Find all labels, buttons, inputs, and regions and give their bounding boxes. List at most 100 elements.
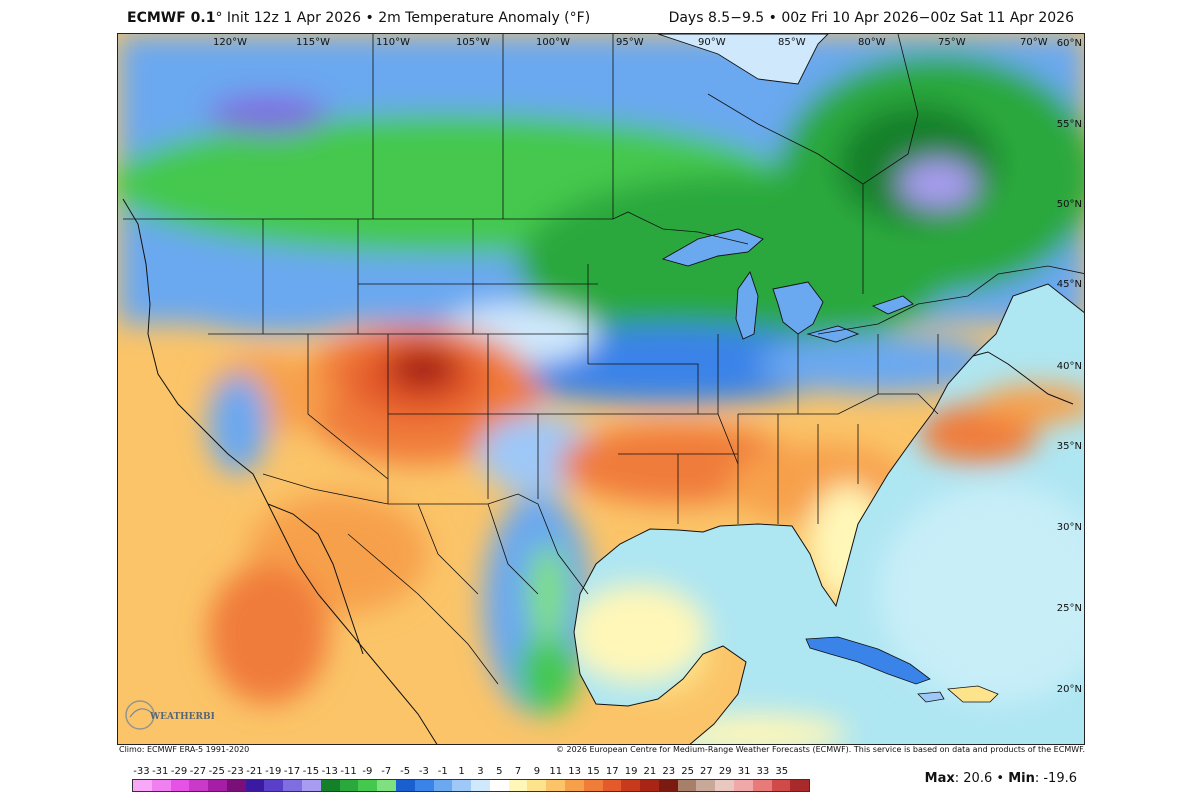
coastlines <box>122 198 1084 744</box>
colorbar-tick-label: 19 <box>624 766 638 777</box>
colorbar-tick-label: 29 <box>718 766 732 777</box>
latitude-label: 60°N <box>1057 38 1082 49</box>
colorbar-swatch <box>302 780 321 791</box>
colorbar-tick-label: -15 <box>302 766 320 777</box>
colorbar-tick-label: 35 <box>775 766 789 777</box>
colorbar-swatch <box>151 780 171 791</box>
colorbar-tick-label: -1 <box>437 766 448 777</box>
latitude-label: 50°N <box>1057 199 1082 210</box>
colorbar-swatch <box>414 780 434 791</box>
hudson-bay <box>657 34 829 85</box>
latitude-label: 20°N <box>1057 684 1082 695</box>
great-lakes <box>661 228 914 343</box>
political-boundaries <box>123 34 1084 685</box>
colorbar-swatch <box>677 780 697 791</box>
colorbar-tick-label: 13 <box>568 766 581 777</box>
init-time: Init 12z 1 Apr 2026 <box>226 10 362 26</box>
min-label: Min <box>1008 771 1035 786</box>
longitude-label: 110°W <box>376 37 410 48</box>
colorbar-swatch <box>433 780 453 791</box>
colorbar-tick-label: -13 <box>321 766 338 777</box>
colorbar-tick-label: -9 <box>362 766 373 777</box>
model-name: ECMWF 0.1 <box>127 10 216 26</box>
colorbar-swatch <box>471 780 490 791</box>
colorbar-swatch <box>358 780 378 791</box>
logo-text: WEATHERBELL <box>149 712 214 722</box>
colorbar <box>132 779 810 792</box>
title-bullet: • <box>365 10 374 26</box>
colorbar-tick-label: -23 <box>227 766 244 777</box>
colorbar-tick-label: -29 <box>170 766 188 777</box>
colorbar-tick-label: -27 <box>189 766 207 777</box>
longitude-label: 70°W <box>1020 37 1048 48</box>
colorbar-swatch <box>583 780 603 791</box>
longitude-label: 95°W <box>616 37 644 48</box>
colorbar-swatch <box>546 780 565 791</box>
longitude-label: 105°W <box>456 37 490 48</box>
anomaly-map: 120°W 115°W 110°W 105°W 100°W 95°W 90°W 85°W 80°… <box>117 33 1085 745</box>
colorbar-tick-label: 1 <box>458 766 465 777</box>
longitude-label: 85°W <box>778 37 806 48</box>
colorbar-tick-label: 9 <box>533 766 541 777</box>
colorbar-swatch <box>264 780 284 791</box>
colorbar-swatch <box>602 780 622 791</box>
colorbar-swatch <box>395 780 415 791</box>
colorbar-labels: -33 -31 -29 -27 -25 -23 -21 -19 -17 -15 -13 -11 -9 -7… <box>120 766 820 778</box>
max-label: Max <box>924 771 955 786</box>
colorbar-swatch <box>245 780 265 791</box>
product-name: 2m Temperature Anomaly (°F) <box>378 10 591 26</box>
colorbar-tick-label: -11 <box>340 766 357 777</box>
colorbar-tick-label: 33 <box>756 766 770 777</box>
colorbar-tick-label: 7 <box>514 766 522 777</box>
colorbar-swatch <box>715 780 734 791</box>
colorbar-swatch <box>508 780 528 791</box>
colorbar-tick-label: 17 <box>605 766 619 777</box>
colorbar-swatch <box>133 780 152 791</box>
latitude-label: 45°N <box>1057 279 1082 290</box>
maxmin-sep: • <box>996 771 1005 786</box>
degree-symbol: ° <box>215 10 223 26</box>
colorbar-swatch <box>621 780 641 791</box>
colorbar-swatch <box>208 780 227 791</box>
colorbar-swatch <box>790 780 810 791</box>
weatherbell-logo: WEATHERBELL <box>122 695 231 735</box>
latitude-label: 40°N <box>1057 361 1082 372</box>
min-value: -19.6 <box>1043 771 1077 786</box>
valid-period: Days 8.5−9.5 • 00z Fri 10 Apr 2026−00z S… <box>668 10 1074 26</box>
colorbar-tick-label: 11 <box>549 766 563 777</box>
colorbar-tick-label: -5 <box>400 766 411 777</box>
colorbar-tick-label: -33 <box>133 766 150 777</box>
colorbar-swatch <box>771 780 791 791</box>
colorbar-swatch <box>658 780 678 791</box>
colorbar-swatch <box>170 780 190 791</box>
colorbar-tick-label: 21 <box>643 766 657 777</box>
colorbar-swatch <box>189 780 209 791</box>
colorbar-swatch <box>452 780 472 791</box>
colorbar-swatch <box>339 780 359 791</box>
copyright-note: © 2026 European Centre for Medium-Range … <box>556 745 1085 754</box>
longitude-label: 80°W <box>858 37 886 48</box>
latitude-label: 55°N <box>1057 119 1082 130</box>
longitude-label: 90°W <box>698 37 726 48</box>
latitude-label: 35°N <box>1057 441 1082 452</box>
colorbar-tick-label: -7 <box>381 766 392 777</box>
longitude-label: 75°W <box>938 37 966 48</box>
latitude-labels: 60°N 55°N 50°N 45°N 40°N 35°N 30°N 25°N 20°N <box>1057 38 1082 695</box>
map-canvas: 120°W 115°W 110°W 105°W 100°W 95°W 90°W 85°W 80°… <box>118 34 1084 744</box>
colorbar-tick-label: 27 <box>700 766 713 777</box>
caribbean-islands <box>805 636 999 703</box>
colorbar-swatch <box>527 780 547 791</box>
longitude-label: 120°W <box>213 37 247 48</box>
colorbar-tick-label: 15 <box>587 766 600 777</box>
colorbar-tick-label: -19 <box>265 766 282 777</box>
colorbar-tick-label: 31 <box>737 766 751 777</box>
colorbar-tick-label: 25 <box>681 766 694 777</box>
longitude-label: 115°W <box>296 37 330 48</box>
colorbar-tick-label: -25 <box>208 766 225 777</box>
colorbar-tick-label: -17 <box>283 766 301 777</box>
max-min-readout: Max: 20.6 • Min: -19.6 <box>924 771 1077 786</box>
colorbar-swatch <box>752 780 772 791</box>
colorbar-tick-label: 3 <box>477 766 484 777</box>
colorbar-tick-label: -3 <box>418 766 429 777</box>
colorbar-swatch <box>489 780 509 791</box>
